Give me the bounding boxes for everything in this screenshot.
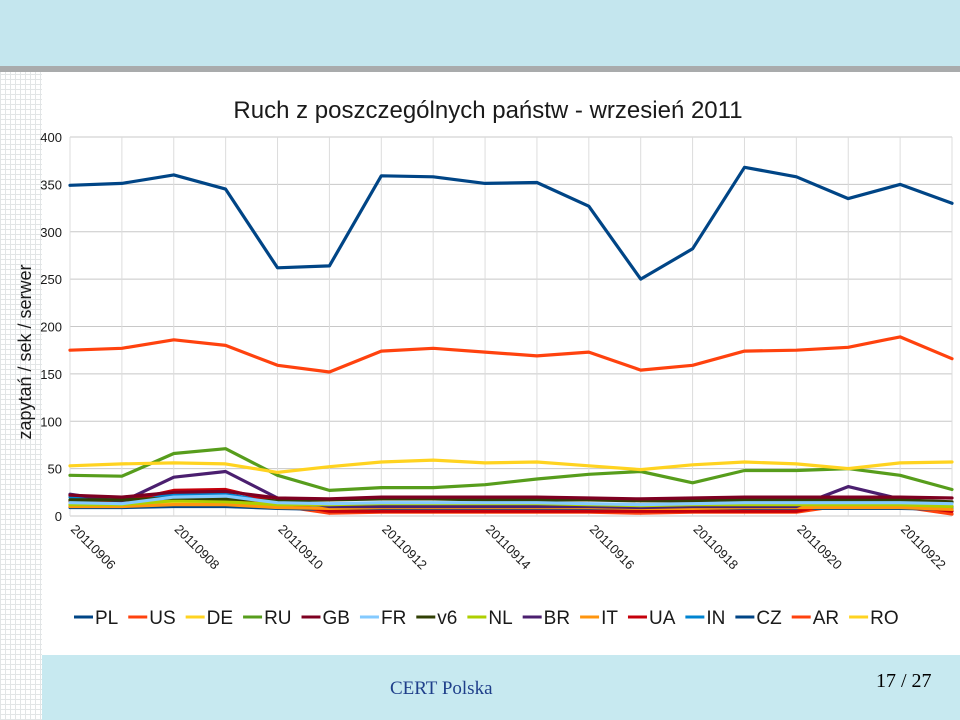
- series-line-v6: [68, 496, 954, 504]
- y-axis-label: zapytań / sek / serwer: [15, 264, 35, 439]
- legend: PL US DE RU GB FR v6 NL BR IT UA IN CZ AR RO: [74, 608, 899, 629]
- x-tick-label: 20110922: [898, 522, 949, 573]
- x-tick-label: 20110906: [68, 522, 119, 573]
- series-lines: [68, 165, 954, 516]
- x-tick-label: 20110912: [379, 522, 430, 573]
- legend-label-us: US: [149, 608, 175, 629]
- x-tick-label: 20110908: [172, 522, 223, 573]
- legend-label-cz: CZ: [756, 608, 782, 629]
- series-line-gb: [68, 489, 954, 501]
- legend-label-it: IT: [601, 608, 618, 629]
- y-tick-label: 400: [40, 130, 62, 145]
- x-tick-label: 20110914: [483, 522, 534, 573]
- y-tick-label: 0: [55, 509, 62, 524]
- x-tick-label: 20110916: [587, 522, 638, 573]
- legend-label-gb: GB: [323, 608, 350, 629]
- legend-label-ro: RO: [870, 608, 899, 629]
- header-rule: [0, 66, 960, 72]
- footer-org: CERT Polska: [390, 678, 493, 699]
- series-line-pl: [68, 165, 954, 281]
- y-tick-label: 350: [40, 177, 62, 192]
- legend-label-de: DE: [207, 608, 233, 629]
- legend-label-nl: NL: [488, 608, 512, 629]
- legend-label-in: IN: [706, 608, 725, 629]
- legend-label-br: BR: [544, 608, 570, 629]
- series-line-ua: [68, 487, 954, 513]
- grid: [69, 136, 953, 517]
- y-tick-label: 200: [40, 320, 62, 335]
- series-line-ru: [68, 447, 954, 492]
- legend-label-ru: RU: [264, 608, 291, 629]
- series-line-de: [68, 458, 954, 474]
- legend-label-ua: UA: [649, 608, 676, 629]
- legend-label-pl: PL: [95, 608, 118, 629]
- legend-label-fr: FR: [381, 608, 406, 629]
- x-tick-label: 20110910: [275, 522, 326, 573]
- legend-label-ar: AR: [813, 608, 839, 629]
- x-axis-ticks: 20110906 20110908 20110910 20110912 20110914…: [68, 522, 949, 573]
- chart-title: Ruch z poszczególnych państw - wrzesień …: [233, 97, 742, 124]
- y-tick-label: 100: [40, 414, 62, 429]
- y-tick-label: 250: [40, 272, 62, 287]
- y-tick-label: 50: [48, 462, 62, 477]
- series-line-us: [68, 335, 954, 374]
- header-band: [0, 0, 960, 66]
- side-stripe: [0, 72, 42, 720]
- y-tick-label: 150: [40, 367, 62, 382]
- page-number: 17 / 27: [876, 670, 932, 692]
- legend-label-v6: v6: [437, 608, 457, 629]
- y-tick-label: 300: [40, 225, 62, 240]
- x-tick-label: 20110920: [794, 522, 845, 573]
- x-tick-label: 20110918: [690, 522, 741, 573]
- series-line-fr: [68, 494, 954, 507]
- footer-band: [42, 655, 960, 720]
- y-axis-ticks: 0 50 100 150 200 250 300 350 400: [40, 130, 62, 524]
